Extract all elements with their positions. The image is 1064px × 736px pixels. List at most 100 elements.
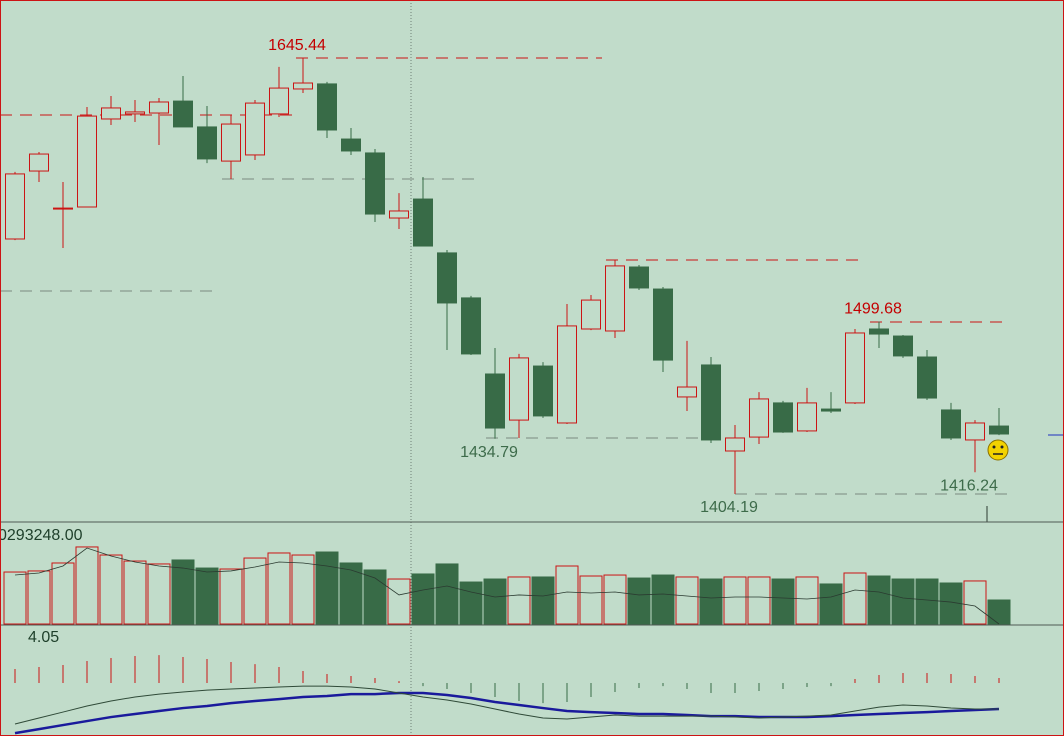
- smiley-face: [987, 439, 1009, 461]
- candle-body: [173, 100, 193, 128]
- smiley: [987, 439, 1009, 461]
- volume-bar: [459, 581, 483, 625]
- volume-bar: [723, 576, 747, 625]
- volume-bar: [843, 572, 867, 625]
- volume-bar: [747, 576, 771, 625]
- volume-bar: [771, 578, 795, 625]
- candle-body: [221, 123, 241, 162]
- candle-body: [653, 288, 673, 361]
- volume-bar: [435, 563, 459, 625]
- candle-body: [821, 408, 841, 412]
- oscillator-label: 4.05: [28, 629, 59, 646]
- candle-body: [389, 210, 409, 219]
- candle-body: [341, 138, 361, 152]
- volume-bar: [219, 568, 243, 625]
- low-label: 1434.79: [460, 444, 518, 461]
- volume-bar: [27, 570, 51, 625]
- volume-bar: [531, 576, 555, 625]
- volume-bar: [195, 567, 219, 625]
- smiley-eye: [1000, 445, 1004, 449]
- candle-body: [869, 328, 889, 335]
- volume-bar: [603, 574, 627, 625]
- volume-average: [14, 547, 1000, 625]
- candle-body: [629, 266, 649, 289]
- volume-bar: [579, 575, 603, 625]
- oscillator-line: [14, 685, 999, 725]
- candle-body: [149, 101, 169, 114]
- volume-bar: [627, 577, 651, 625]
- candle-body: [77, 115, 97, 208]
- volume-bar: [987, 599, 1011, 625]
- volume-bar: [795, 576, 819, 625]
- volume-bar: [819, 583, 843, 625]
- candle-body: [53, 207, 73, 210]
- series-layer: 1645.44 1499.68 1434.79 1404.19 1416.24: [3, 37, 1011, 735]
- candle-body: [437, 252, 457, 304]
- volume-bar: [171, 559, 195, 625]
- volume-bar: [315, 551, 339, 625]
- volume-bar: [267, 552, 291, 625]
- volume-bar: [99, 554, 123, 625]
- candle-body: [101, 107, 121, 120]
- volume-bar: [699, 578, 723, 625]
- candle-body: [5, 173, 25, 240]
- candle-body: [245, 102, 265, 156]
- volume-bar: [75, 546, 99, 625]
- volume-bar: [483, 578, 507, 625]
- oscillator-line: [14, 691, 1000, 735]
- volume-bar: [963, 580, 987, 625]
- volume-bar: [867, 575, 891, 625]
- candle-body: [965, 422, 985, 441]
- volume-bar: [147, 563, 171, 625]
- high-label: 1645.44: [268, 37, 326, 54]
- candle-body: [557, 325, 577, 424]
- candle-body: [197, 126, 217, 160]
- volume-bar: [243, 557, 267, 625]
- candle-body: [533, 365, 553, 417]
- candle-body: [509, 357, 529, 421]
- candle-body: [605, 265, 625, 332]
- volume-bar: [3, 571, 27, 625]
- candle-body: [365, 152, 385, 215]
- candle-body: [317, 83, 337, 131]
- volume-bar: [387, 578, 411, 625]
- volume-bar: [891, 578, 915, 625]
- smiley-eye: [992, 445, 996, 449]
- candle-body: [941, 409, 961, 439]
- volume-bar: [339, 562, 363, 625]
- candle-body: [125, 111, 145, 115]
- candle-body: [725, 437, 745, 452]
- candle-body: [269, 87, 289, 115]
- candle-body: [797, 402, 817, 432]
- volume-label: 0293248.00: [0, 527, 83, 544]
- volume-bar: [411, 573, 435, 625]
- candle-body: [989, 425, 1009, 435]
- candle-body: [413, 198, 433, 247]
- candle-body: [845, 332, 865, 404]
- candle-body: [29, 153, 49, 172]
- volume-bar: [363, 569, 387, 625]
- candle-body: [461, 297, 481, 355]
- low-label: 1404.19: [700, 499, 758, 516]
- candle-body: [293, 82, 313, 90]
- candle-body: [893, 335, 913, 357]
- volume-bar: [675, 576, 699, 625]
- volume-bar: [507, 576, 531, 625]
- candle-body: [773, 402, 793, 433]
- candle-body: [485, 373, 505, 429]
- candle-body: [749, 398, 769, 438]
- candle-body: [917, 356, 937, 399]
- volume-bar: [651, 574, 675, 625]
- low-label: 1416.24: [940, 477, 998, 494]
- candle-body: [677, 386, 697, 398]
- volume-bar: [555, 565, 579, 625]
- volume-bar: [915, 578, 939, 625]
- volume-bar: [51, 562, 75, 625]
- candle-body: [581, 299, 601, 330]
- volume-bar: [291, 554, 315, 625]
- high-label: 1499.68: [844, 301, 902, 318]
- volume-bar: [123, 560, 147, 625]
- candle-body: [701, 364, 721, 441]
